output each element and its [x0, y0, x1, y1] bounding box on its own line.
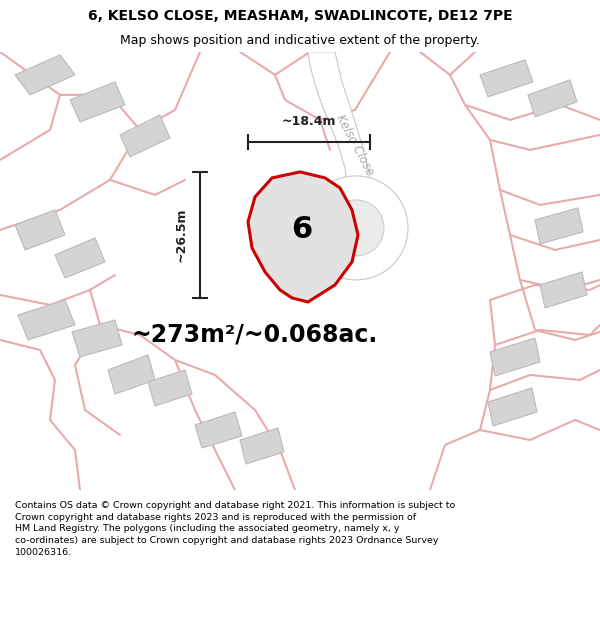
Polygon shape: [18, 300, 75, 340]
Text: Map shows position and indicative extent of the property.: Map shows position and indicative extent…: [120, 34, 480, 47]
Text: ~273m²/~0.068ac.: ~273m²/~0.068ac.: [132, 323, 378, 347]
Text: 6, KELSO CLOSE, MEASHAM, SWADLINCOTE, DE12 7PE: 6, KELSO CLOSE, MEASHAM, SWADLINCOTE, DE…: [88, 9, 512, 22]
Polygon shape: [528, 80, 577, 117]
Polygon shape: [120, 115, 170, 157]
Text: ~26.5m: ~26.5m: [175, 208, 188, 262]
Text: 6: 6: [292, 216, 313, 244]
Polygon shape: [15, 55, 75, 95]
Circle shape: [304, 176, 408, 280]
Polygon shape: [55, 238, 105, 278]
Polygon shape: [480, 60, 533, 97]
Polygon shape: [15, 210, 65, 250]
Text: Contains OS data © Crown copyright and database right 2021. This information is : Contains OS data © Crown copyright and d…: [15, 501, 455, 557]
Polygon shape: [240, 428, 284, 464]
Polygon shape: [248, 172, 358, 302]
Polygon shape: [540, 272, 587, 308]
Polygon shape: [308, 52, 374, 250]
Polygon shape: [195, 412, 242, 448]
Text: ~18.4m: ~18.4m: [282, 115, 336, 128]
Polygon shape: [70, 82, 125, 122]
Circle shape: [328, 200, 384, 256]
Text: Kelso Close: Kelso Close: [334, 112, 376, 178]
Polygon shape: [535, 208, 583, 244]
Polygon shape: [108, 355, 155, 394]
Polygon shape: [488, 388, 537, 426]
Polygon shape: [72, 320, 122, 357]
Polygon shape: [490, 338, 540, 376]
Polygon shape: [148, 370, 192, 406]
